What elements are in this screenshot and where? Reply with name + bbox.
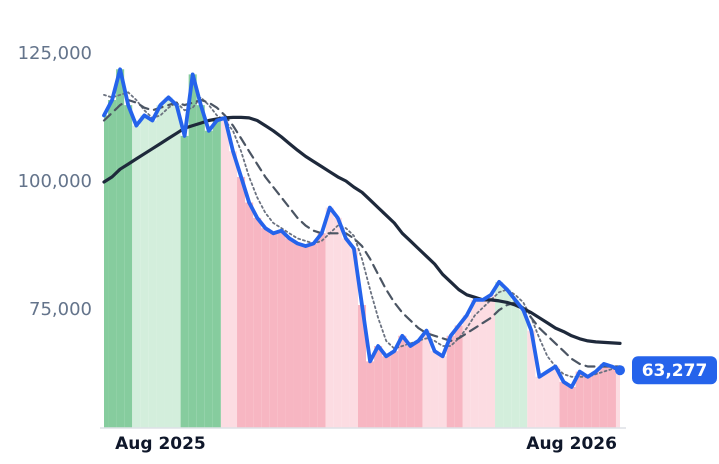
- area-band: [511, 299, 520, 428]
- area-band: [478, 299, 487, 428]
- area-band: [156, 105, 165, 428]
- area-band: [390, 351, 399, 428]
- area-band: [325, 207, 334, 428]
- area-band: [269, 233, 278, 428]
- area-band: [132, 125, 141, 428]
- area-band: [301, 246, 310, 428]
- area-band: [575, 371, 584, 428]
- area-band: [615, 370, 620, 428]
- value-label: 63,277: [642, 361, 708, 381]
- area-band: [406, 346, 415, 428]
- area-band: [172, 105, 181, 428]
- area-band: [317, 233, 326, 428]
- area-band: [398, 335, 407, 428]
- area-band: [599, 363, 608, 428]
- last-point: [615, 365, 625, 376]
- area-band: [503, 289, 512, 428]
- area-band: [253, 217, 262, 428]
- area-band: [188, 74, 197, 428]
- area-band: [535, 376, 544, 428]
- series-line: [102, 115, 622, 345]
- area-band: [261, 228, 270, 428]
- x-tick-label: Aug 2025: [115, 434, 206, 454]
- area-band: [583, 376, 592, 428]
- area-band: [285, 238, 294, 428]
- area-band: [438, 356, 447, 428]
- area-band: [495, 281, 504, 428]
- area-band: [212, 120, 221, 428]
- area-band: [551, 366, 560, 428]
- area-band: [559, 381, 568, 428]
- area-band: [374, 346, 383, 428]
- area-band: [486, 294, 496, 428]
- area-band: [309, 243, 318, 428]
- area-band: [446, 335, 455, 428]
- area-band: [196, 105, 205, 428]
- y-tick-label: 75,000: [29, 299, 92, 320]
- y-tick-label: 100,000: [18, 171, 92, 192]
- area-band: [543, 371, 552, 428]
- area-band: [519, 310, 528, 428]
- area-band: [293, 243, 302, 428]
- area-band: [148, 120, 157, 428]
- y-tick-label: 125,000: [18, 43, 92, 64]
- area-band: [349, 248, 358, 428]
- area-band: [591, 371, 600, 428]
- area-band: [470, 299, 479, 428]
- area-band: [116, 69, 125, 428]
- area-band: [567, 387, 576, 428]
- series-line: [102, 67, 622, 389]
- area-band: [277, 230, 286, 428]
- area-band: [462, 315, 471, 428]
- area-band: [140, 115, 149, 428]
- area-band: [422, 330, 431, 428]
- x-tick-label: Aug 2026: [526, 434, 617, 454]
- area-band: [454, 325, 463, 428]
- area-band: [245, 202, 254, 428]
- area-band: [104, 115, 109, 428]
- area-band: [228, 151, 238, 428]
- area-band: [527, 330, 536, 428]
- value-badge: [632, 356, 717, 385]
- area-band: [108, 100, 117, 428]
- area-band: [204, 130, 213, 428]
- area-band: [180, 135, 189, 428]
- area-band: [124, 105, 133, 428]
- area-band: [414, 340, 423, 428]
- area-band: [333, 217, 342, 428]
- area-band: [607, 366, 616, 428]
- area-band: [164, 97, 173, 428]
- area-band: [366, 361, 375, 428]
- area-band: [237, 176, 246, 428]
- area-band: [382, 356, 391, 428]
- area-band: [341, 238, 350, 428]
- area-band: [430, 351, 439, 428]
- area-band: [357, 305, 367, 428]
- area-band: [220, 117, 229, 428]
